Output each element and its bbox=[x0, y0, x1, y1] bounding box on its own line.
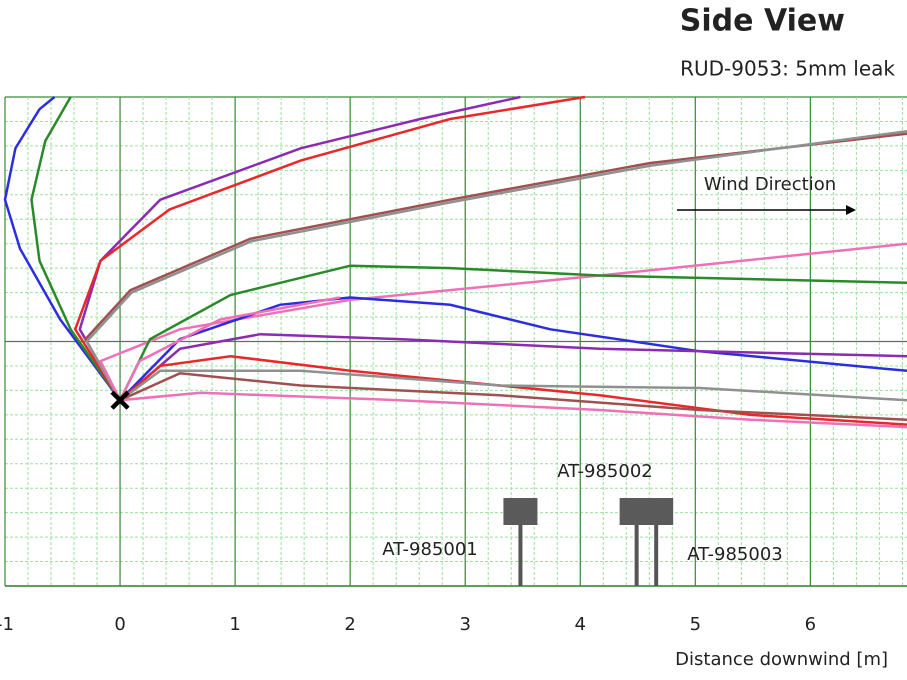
x-tick-label: 5 bbox=[690, 614, 701, 635]
plume-line bbox=[78, 95, 521, 401]
sensor-label: AT-985003 bbox=[687, 544, 782, 565]
x-tick-label: 1 bbox=[229, 614, 240, 635]
plume-line bbox=[83, 132, 907, 401]
sensor-head bbox=[639, 498, 674, 525]
x-tick-label: 2 bbox=[344, 614, 355, 635]
x-axis-label: Distance downwind [m] bbox=[675, 649, 888, 670]
plume-line bbox=[119, 372, 907, 421]
chart-subtitle: RUD-9053: 5mm leak bbox=[680, 57, 895, 81]
sensor-label: AT-985001 bbox=[382, 539, 477, 560]
plume-line bbox=[3, 96, 122, 401]
plume-line bbox=[98, 242, 907, 401]
x-tick-label: 0 bbox=[114, 614, 125, 635]
sensor-label: AT-985002 bbox=[557, 461, 652, 482]
sensor-head bbox=[503, 498, 538, 525]
plume-line bbox=[119, 332, 907, 402]
x-tick-label: -1 bbox=[0, 614, 14, 635]
wind-arrow-head bbox=[846, 205, 856, 215]
plume-line bbox=[119, 391, 907, 429]
x-tick-label: 6 bbox=[805, 614, 816, 635]
plume-line bbox=[118, 296, 341, 401]
annotation: Wind Direction bbox=[704, 174, 836, 195]
x-tick-label: 3 bbox=[459, 614, 470, 635]
plume-line bbox=[30, 96, 122, 401]
chart-title: Side View bbox=[680, 4, 845, 39]
plume-line bbox=[119, 296, 907, 402]
plume-line bbox=[85, 129, 907, 401]
plume-line bbox=[118, 264, 907, 401]
x-tick-label: 4 bbox=[575, 614, 586, 635]
source-marker bbox=[110, 390, 130, 410]
plume-line bbox=[73, 95, 586, 401]
plume-line bbox=[119, 369, 907, 402]
